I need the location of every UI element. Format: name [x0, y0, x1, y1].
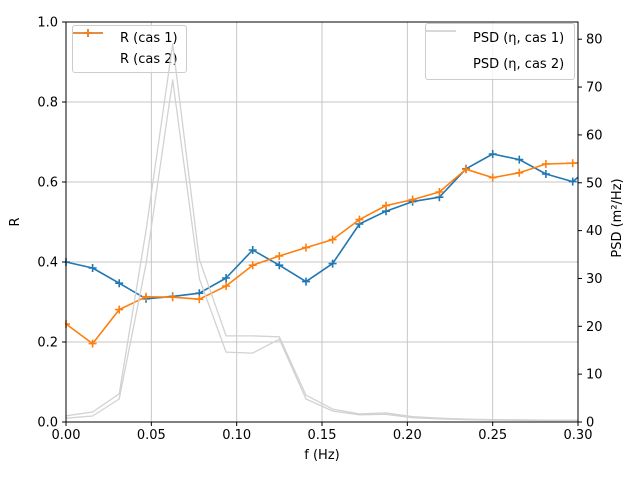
x-tick-label: 0.25	[478, 428, 507, 443]
y-left-tick-label: 0.0	[37, 416, 58, 431]
y-left-tick-label: 0.6	[37, 176, 58, 191]
x-tick-label: 0.10	[222, 428, 251, 443]
y-left-axis-label: R	[8, 217, 23, 226]
y-right-tick-label: 80	[586, 33, 603, 48]
gridlines	[65, 21, 579, 423]
y-right-tick-label: 70	[586, 81, 603, 96]
x-axis-label: f (Hz)	[304, 448, 339, 463]
series-line-r-cas-1	[65, 153, 579, 300]
series-line-psd-cas-1	[65, 43, 578, 421]
legend-sample-glyph	[426, 30, 456, 32]
y-right-tick-label: 30	[586, 272, 603, 287]
legend-entry-r-cas-2: R (cas 2)	[73, 29, 178, 67]
legend-label-psd-cas-1: PSD (η, cas 1)	[473, 31, 565, 47]
legend-entry-psd-cas-1: PSD (η, cas 1)	[426, 30, 566, 47]
series-line-psd-cas-2	[65, 79, 578, 422]
legend-r-curves: R (cas 1) R (cas 2)	[72, 25, 187, 73]
legend-label-r-cas-2: R (cas 2)	[120, 52, 178, 67]
legend-entry-r-cas-1: R (cas 1)	[73, 29, 178, 46]
x-tick-label: 0.00	[52, 428, 81, 443]
legend-line-sample-psd-cas-1	[426, 30, 464, 46]
y-right-tick-label: 50	[586, 176, 603, 191]
y-right-axis-label: PSD (m²/Hz)	[610, 178, 625, 257]
y-left-tick-label: 0.2	[37, 336, 58, 351]
legend-label-r-cas-1: R (cas 1)	[120, 31, 178, 46]
axis-labels: f (Hz) R PSD (m²/Hz)	[8, 178, 625, 463]
y-right-tick-label: 60	[586, 128, 603, 143]
legend-entry-psd-cas-2: PSD (η, cas 2)	[426, 30, 566, 72]
y-right-tick-label: 40	[586, 224, 603, 239]
x-tick-label: 0.15	[308, 428, 337, 443]
series-markers-r-cas-1	[65, 150, 577, 303]
series-markers-r-cas-2	[65, 159, 577, 348]
tick-marks	[62, 21, 582, 426]
legend-line-sample-r-cas-2	[73, 29, 111, 67]
y-right-tick-label: 0	[586, 416, 594, 431]
y-right-tick-label: 20	[586, 320, 603, 335]
y-left-tick-label: 0.4	[37, 256, 58, 271]
y-right-tick-label: 10	[586, 368, 603, 383]
y-left-tick-label: 1.0	[37, 16, 58, 31]
axes-spines	[65, 21, 579, 423]
x-tick-label: 0.05	[137, 428, 166, 443]
legend-sample-glyph	[73, 29, 103, 37]
legend-line-sample-psd-cas-2	[426, 30, 464, 71]
series-line-r-cas-2	[65, 162, 579, 345]
y-left-tick-label: 0.8	[37, 96, 58, 111]
legend-label-psd-cas-2: PSD (η, cas 2)	[473, 56, 565, 72]
legend-line-sample-r-cas-1	[73, 29, 111, 46]
x-tick-label: 0.30	[564, 428, 593, 443]
legend-psd-curves: PSD (η, cas 1) PSD (η, cas 2)	[425, 23, 575, 80]
x-tick-label: 0.20	[393, 428, 422, 443]
